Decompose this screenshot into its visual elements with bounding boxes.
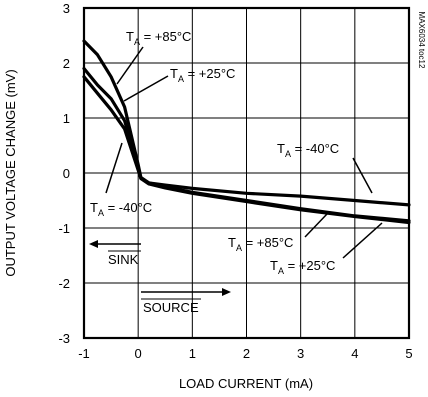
- x-tick-label: 2: [243, 346, 250, 361]
- grid-lines: [84, 8, 409, 338]
- y-tick-label: 2: [63, 56, 70, 71]
- leader-85c: [116, 46, 144, 85]
- series-group: [82, 39, 411, 225]
- x-axis-title: LOAD CURRENT (mA): [179, 376, 313, 391]
- y-tick-label: 3: [63, 1, 70, 16]
- leader-25c-lower: [342, 222, 383, 259]
- y-tick-label: -3: [58, 331, 70, 346]
- label-25c-upper: TA = +25°C: [170, 66, 235, 84]
- y-tick-label: 1: [63, 111, 70, 126]
- label-85c: TA = +85°C: [126, 29, 191, 47]
- plot-frame: [82, 6, 411, 340]
- leader-25c-upper: [123, 75, 169, 102]
- x-tick-label: 5: [405, 346, 412, 361]
- series-line-2: [82, 75, 411, 207]
- label-25c-lower: TA = +25°C: [270, 258, 335, 276]
- leader-neg40c-left: [105, 142, 123, 194]
- label-neg40c-left: TA = -40°C: [90, 200, 152, 218]
- source-arrowhead: [222, 288, 231, 296]
- y-tick-label: -2: [58, 276, 70, 291]
- x-tick-label: 0: [135, 346, 142, 361]
- label-85c-lower: TA = +85°C: [228, 235, 293, 253]
- y-tick-label: 0: [63, 166, 70, 181]
- x-tick-label: 3: [297, 346, 304, 361]
- y-tick-label: -1: [58, 221, 70, 236]
- source-label: SOURCE: [143, 300, 199, 315]
- y-axis-title: OUTPUT VOLTAGE CHANGE (mV): [3, 69, 18, 276]
- x-tick-label: -1: [78, 346, 90, 361]
- sink-label: SINK: [108, 252, 139, 267]
- leader-85c-lower: [304, 213, 328, 238]
- label-neg40c-right: TA = -40°C: [277, 141, 339, 159]
- tick-labels: -1 0 1 2 3 4 5 3 2 1 0 -1 -2 -3: [58, 1, 412, 361]
- chart-code: MAX6034 toc12: [417, 12, 426, 69]
- leader-neg40c-right: [352, 157, 373, 194]
- sink-arrowhead: [89, 240, 98, 248]
- x-tick-label: 4: [351, 346, 358, 361]
- x-tick-label: 1: [189, 346, 196, 361]
